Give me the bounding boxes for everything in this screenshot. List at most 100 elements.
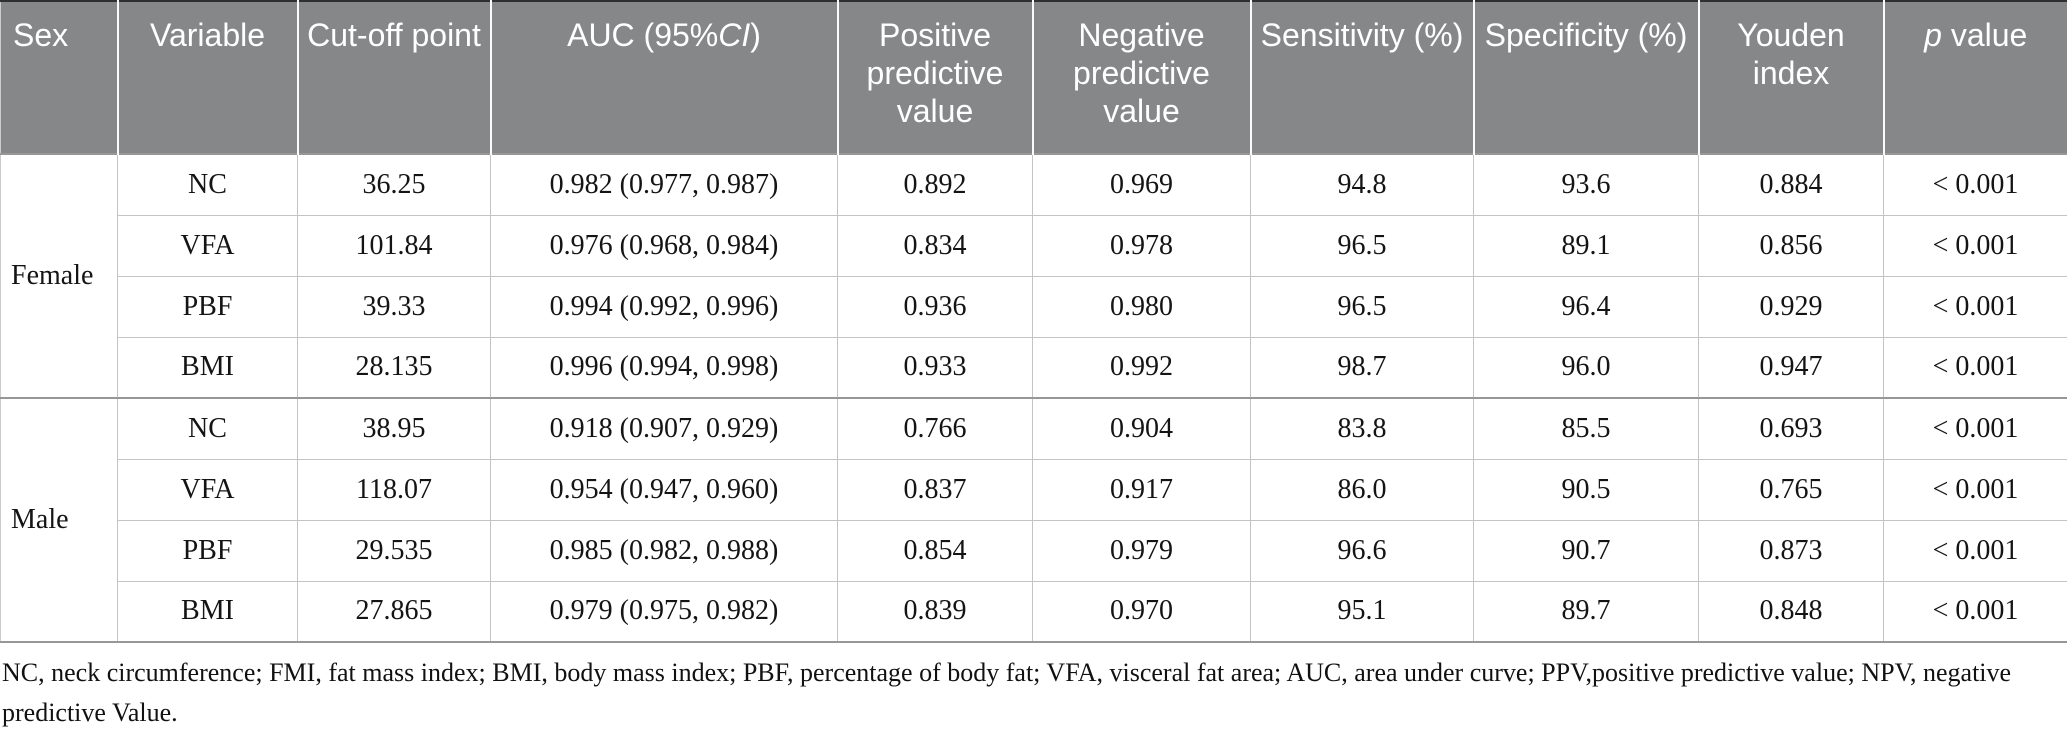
cell-p-value: < 0.001 — [1883, 519, 2067, 581]
cell-youden: 0.884 — [1698, 153, 1884, 215]
cell-variable: BMI — [117, 580, 298, 642]
cell-youden: 0.765 — [1698, 458, 1884, 520]
cell-specificity: 90.5 — [1473, 458, 1699, 520]
cell-npv: 0.980 — [1032, 275, 1251, 337]
cell-ppv: 0.766 — [837, 397, 1033, 459]
header-label-italic: CI — [718, 17, 751, 53]
column-header-ppv: Positive predictive value — [837, 0, 1034, 154]
cell-p-value: < 0.001 — [1883, 580, 2067, 642]
header-label: AUC (95% — [567, 17, 719, 53]
cell-cutoff: 39.33 — [297, 275, 491, 337]
cell-cutoff: 38.95 — [297, 397, 491, 459]
header-label: Sex — [13, 17, 69, 53]
cell-youden: 0.856 — [1698, 214, 1884, 276]
cell-specificity: 85.5 — [1473, 397, 1699, 459]
cell-variable: VFA — [117, 458, 298, 520]
header-label: Specificity (%) — [1484, 17, 1688, 53]
column-header-cutoff-point: Cut-off point — [297, 0, 492, 154]
roc-analysis-table: Sex Variable Cut-off point AUC (95%CI) P… — [0, 0, 2067, 643]
header-label: Sensitivity (%) — [1260, 17, 1464, 53]
cell-specificity: 96.0 — [1473, 336, 1699, 398]
cell-auc: 0.994 (0.992, 0.996) — [490, 275, 838, 337]
cell-npv: 0.917 — [1032, 458, 1251, 520]
table-row: VFA 101.84 0.976 (0.968, 0.984) 0.834 0.… — [1, 214, 2067, 276]
cell-ppv: 0.936 — [837, 275, 1033, 337]
cell-p-value: < 0.001 — [1883, 397, 2067, 459]
table-row: BMI 27.865 0.979 (0.975, 0.982) 0.839 0.… — [1, 580, 2067, 642]
cell-ppv: 0.834 — [837, 214, 1033, 276]
cell-sensitivity: 95.1 — [1250, 580, 1474, 642]
header-label: Youden index — [1737, 17, 1845, 91]
cell-variable: NC — [117, 153, 298, 215]
column-header-sensitivity: Sensitivity (%) — [1250, 0, 1475, 154]
cell-variable: VFA — [117, 214, 298, 276]
cell-specificity: 96.4 — [1473, 275, 1699, 337]
sex-group-label-male: Male — [0, 397, 118, 642]
cell-auc: 0.985 (0.982, 0.988) — [490, 519, 838, 581]
column-header-youden-index: Youden index — [1698, 0, 1885, 154]
cell-youden: 0.947 — [1698, 336, 1884, 398]
header-label: Positive predictive value — [866, 17, 1004, 129]
table-body: Female NC 36.25 0.982 (0.977, 0.987) 0.8… — [0, 153, 2067, 642]
cell-sensitivity: 83.8 — [1250, 397, 1474, 459]
cell-ppv: 0.933 — [837, 336, 1033, 398]
cell-specificity: 89.1 — [1473, 214, 1699, 276]
header-row: Sex Variable Cut-off point AUC (95%CI) P… — [0, 0, 2067, 154]
cell-variable: NC — [117, 397, 298, 459]
sex-group-label-female: Female — [0, 153, 118, 398]
cell-youden: 0.873 — [1698, 519, 1884, 581]
table-footnote: NC, neck circumference; FMI, fat mass in… — [2, 658, 2012, 727]
header-label-italic: p — [1924, 17, 1942, 53]
cell-npv: 0.992 — [1032, 336, 1251, 398]
cell-youden: 0.929 — [1698, 275, 1884, 337]
cell-npv: 0.969 — [1032, 153, 1251, 215]
cell-auc: 0.982 (0.977, 0.987) — [490, 153, 838, 215]
cell-sensitivity: 96.5 — [1250, 214, 1474, 276]
cell-cutoff: 36.25 — [297, 153, 491, 215]
cell-variable: PBF — [117, 275, 298, 337]
header-label: Negative predictive value — [1073, 17, 1210, 129]
cell-ppv: 0.892 — [837, 153, 1033, 215]
column-header-auc: AUC (95%CI) — [490, 0, 839, 154]
table-row: Female NC 36.25 0.982 (0.977, 0.987) 0.8… — [0, 153, 2067, 398]
header-label: ) — [750, 17, 761, 53]
cell-p-value: < 0.001 — [1883, 153, 2067, 215]
cell-sensitivity: 96.6 — [1250, 519, 1474, 581]
cell-cutoff: 101.84 — [297, 214, 491, 276]
cell-specificity: 90.7 — [1473, 519, 1699, 581]
cell-sensitivity: 94.8 — [1250, 153, 1474, 215]
cell-npv: 0.978 — [1032, 214, 1251, 276]
cell-cutoff: 118.07 — [297, 458, 491, 520]
cell-sensitivity: 98.7 — [1250, 336, 1474, 398]
cell-auc: 0.918 (0.907, 0.929) — [490, 397, 838, 459]
column-header-variable: Variable — [117, 0, 299, 154]
cell-npv: 0.904 — [1032, 397, 1251, 459]
cell-p-value: < 0.001 — [1883, 458, 2067, 520]
cell-youden: 0.848 — [1698, 580, 1884, 642]
cell-p-value: < 0.001 — [1883, 336, 2067, 398]
cell-p-value: < 0.001 — [1883, 214, 2067, 276]
table-header: Sex Variable Cut-off point AUC (95%CI) P… — [0, 0, 2067, 154]
table-row: VFA 118.07 0.954 (0.947, 0.960) 0.837 0.… — [1, 458, 2067, 520]
table-row: BMI 28.135 0.996 (0.994, 0.998) 0.933 0.… — [1, 336, 2067, 398]
cell-p-value: < 0.001 — [1883, 275, 2067, 337]
cell-specificity: 93.6 — [1473, 153, 1699, 215]
column-header-sex: Sex — [0, 0, 119, 154]
cell-ppv: 0.837 — [837, 458, 1033, 520]
header-label: value — [1941, 17, 2028, 53]
cell-ppv: 0.854 — [837, 519, 1033, 581]
cell-specificity: 89.7 — [1473, 580, 1699, 642]
cell-sensitivity: 86.0 — [1250, 458, 1474, 520]
column-header-npv: Negative predictive value — [1032, 0, 1252, 154]
cell-auc: 0.954 (0.947, 0.960) — [490, 458, 838, 520]
cell-sensitivity: 96.5 — [1250, 275, 1474, 337]
cell-npv: 0.970 — [1032, 580, 1251, 642]
column-header-p-value: p value — [1883, 0, 2067, 154]
cell-cutoff: 27.865 — [297, 580, 491, 642]
table-row: PBF 29.535 0.985 (0.982, 0.988) 0.854 0.… — [1, 519, 2067, 581]
column-header-specificity: Specificity (%) — [1473, 0, 1700, 154]
cell-auc: 0.976 (0.968, 0.984) — [490, 214, 838, 276]
cell-ppv: 0.839 — [837, 580, 1033, 642]
table-row: PBF 39.33 0.994 (0.992, 0.996) 0.936 0.9… — [1, 275, 2067, 337]
cell-npv: 0.979 — [1032, 519, 1251, 581]
